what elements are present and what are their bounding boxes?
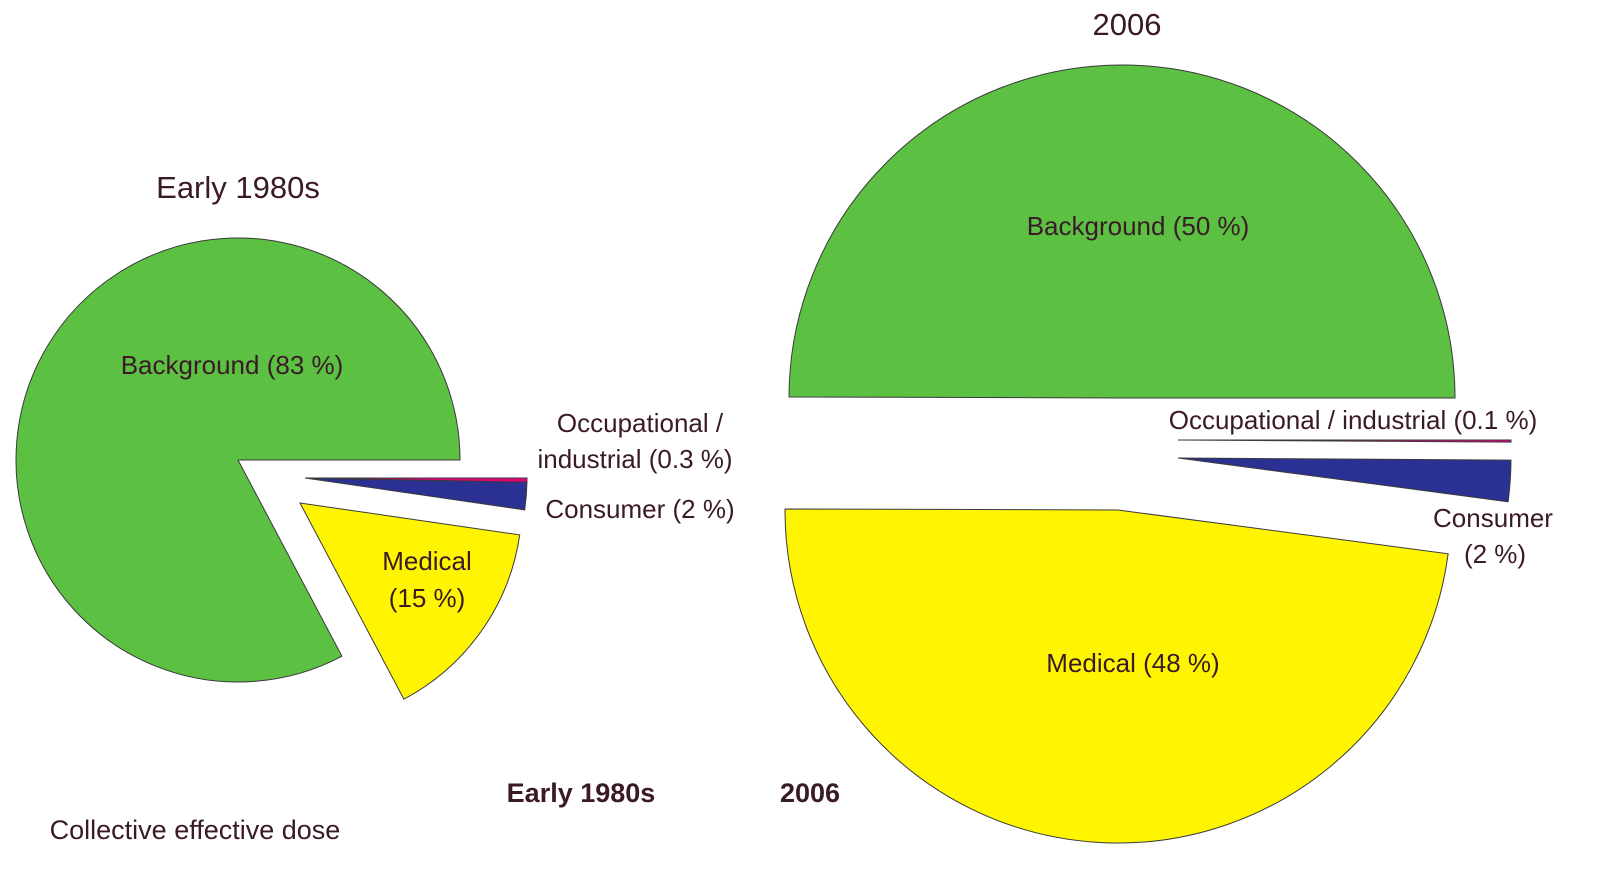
slice-label: Background (83 %) xyxy=(121,350,344,380)
slice-label: Medical (48 %) xyxy=(1046,648,1219,678)
chart-title: Early 1980s xyxy=(156,170,320,205)
caption: Collective effective dose xyxy=(50,815,341,845)
slice-label: Consumer xyxy=(1433,503,1553,533)
pie-slice xyxy=(1177,457,1512,503)
legend-label: 2006 xyxy=(780,778,840,808)
pie-slice xyxy=(304,477,528,483)
slice-label: Occupational / xyxy=(557,408,724,438)
pie-slice xyxy=(784,508,1449,844)
slice-label: Medical xyxy=(382,546,472,576)
slice-label: (2 %) xyxy=(1464,539,1526,569)
slice-label: Occupational / industrial (0.1 %) xyxy=(1169,405,1538,435)
pie-slice xyxy=(299,502,521,700)
chart-title: 2006 xyxy=(1093,7,1162,42)
legend-label: Early 1980s xyxy=(507,778,656,808)
pie-slice xyxy=(15,237,461,683)
pie-slice xyxy=(304,477,528,511)
slice-label: industrial (0.3 %) xyxy=(537,444,732,474)
pie-slice xyxy=(788,64,1456,399)
slice-label: Consumer (2 %) xyxy=(545,494,734,524)
slice-label: (15 %) xyxy=(389,583,466,613)
pie-slice xyxy=(1177,439,1512,443)
slice-label: Background (50 %) xyxy=(1027,211,1250,241)
